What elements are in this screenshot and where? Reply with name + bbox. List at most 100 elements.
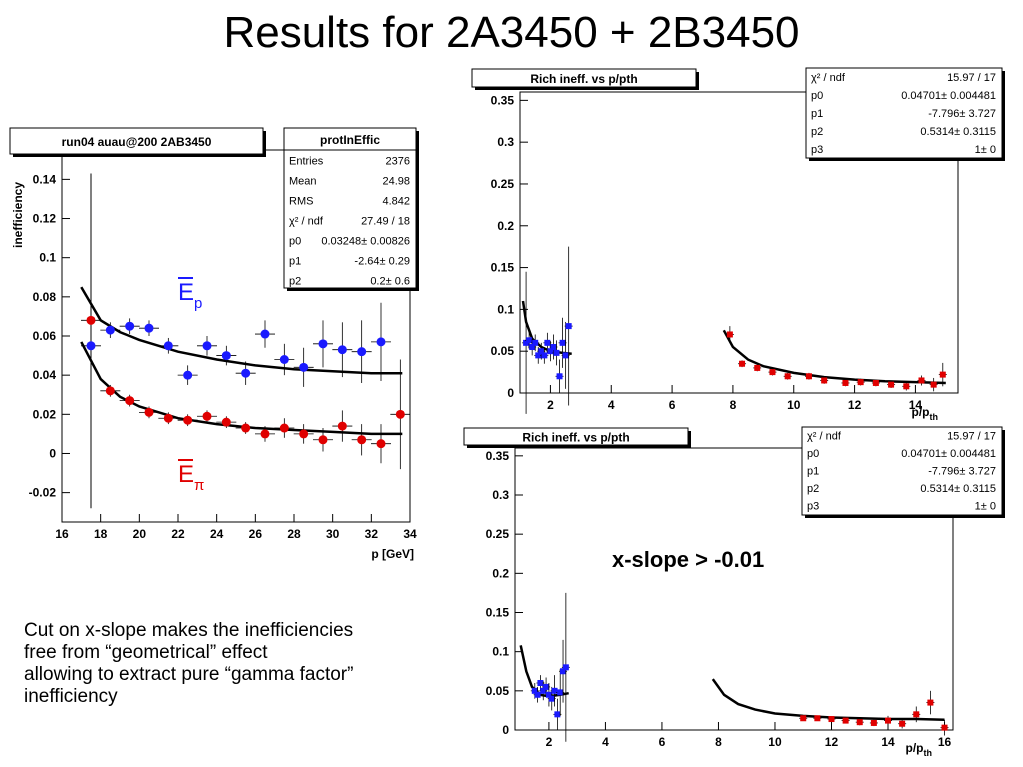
- data-point: [784, 373, 791, 380]
- title-box: [463, 427, 689, 446]
- data-point: [260, 429, 270, 439]
- data-point: [548, 695, 555, 702]
- x-tick-label: 8: [715, 735, 722, 749]
- data-point: [559, 339, 566, 346]
- data-point: [183, 415, 193, 425]
- chart-title: Rich ineff. vs p/pth: [522, 431, 629, 445]
- data-point: [535, 352, 542, 359]
- y-tick-label: 0.06: [33, 329, 57, 343]
- data-point: [870, 719, 877, 726]
- data-point: [395, 409, 405, 419]
- data-point: [550, 344, 557, 351]
- stats-row-label: p2: [289, 275, 301, 287]
- y-tick-label: 0.25: [486, 527, 510, 541]
- data-point: [939, 371, 946, 378]
- y-tick-label: 0.04: [33, 368, 57, 382]
- x-tick-label: 14: [909, 398, 923, 412]
- stats-row-label: p0: [811, 90, 823, 102]
- data-point: [221, 351, 231, 361]
- x-tick-label: 6: [659, 735, 666, 749]
- data-point: [183, 370, 193, 380]
- y-tick-label: 0.08: [33, 290, 57, 304]
- data-point: [903, 383, 910, 390]
- data-point: [144, 323, 154, 333]
- plot-frame: [519, 91, 959, 394]
- x-axis-label-sub: th: [930, 412, 939, 422]
- y-tick-label: 0.12: [33, 212, 57, 226]
- stats-row-label: p1: [807, 466, 819, 478]
- data-point: [828, 716, 835, 723]
- data-point: [545, 691, 552, 698]
- stats-row-label: Entries: [289, 155, 324, 167]
- stats-row-value: 0.2± 0.6: [370, 275, 410, 287]
- data-point: [544, 339, 551, 346]
- x-tick-label: 32: [365, 527, 379, 541]
- x-tick-label: 6: [669, 398, 676, 412]
- y-tick-label: 0.14: [33, 172, 57, 186]
- stats-row-label: p0: [289, 235, 301, 247]
- data-point: [553, 349, 560, 356]
- y-tick-label: 0.25: [491, 177, 515, 191]
- x-tick-label: 24: [210, 527, 224, 541]
- data-point: [279, 354, 289, 364]
- data-point: [538, 348, 545, 355]
- plot-frame: [514, 447, 954, 731]
- x-tick-label: 18: [94, 527, 108, 541]
- data-point: [927, 699, 934, 706]
- data-point: [125, 321, 135, 331]
- data-point: [899, 720, 906, 727]
- x-tick-label: 28: [287, 527, 301, 541]
- data-point: [376, 337, 386, 347]
- stats-row-value: 4.842: [382, 195, 410, 207]
- data-point: [821, 377, 828, 384]
- y-tick-label: 0.05: [491, 344, 515, 358]
- data-point: [337, 421, 347, 431]
- data-point: [105, 386, 115, 396]
- stats-row-value: 0.5314± 0.3115: [920, 483, 996, 495]
- data-point: [318, 435, 328, 445]
- data-point: [279, 423, 289, 433]
- data-point: [163, 413, 173, 423]
- data-point: [86, 341, 96, 351]
- data-point: [888, 381, 895, 388]
- data-point: [299, 362, 309, 372]
- x-tick-label: 14: [881, 735, 895, 749]
- x-tick-label: 20: [133, 527, 147, 541]
- y-tick-label: 0.3: [492, 488, 509, 502]
- stats-box: [801, 426, 1003, 516]
- stats-row-value: 0.03248± 0.00826: [321, 235, 410, 247]
- stats-row-value: -2.64± 0.29: [354, 255, 410, 267]
- y-tick-label: 0: [49, 446, 56, 460]
- data-point: [202, 411, 212, 421]
- stats-box: [805, 67, 1003, 159]
- data-point: [357, 347, 367, 357]
- stats-row-label: p1: [811, 108, 823, 120]
- x-tick-label: 8: [730, 398, 737, 412]
- caption-line: free from “geometrical” effect: [24, 642, 268, 663]
- stats-row-label: p0: [807, 448, 819, 460]
- data-point: [337, 345, 347, 355]
- stats-row-label: χ² / ndf: [289, 215, 324, 227]
- y-tick-label: 0.3: [497, 135, 514, 149]
- y-tick-label: 0.05: [486, 684, 510, 698]
- data-point: [376, 439, 386, 449]
- stats-row-label: p2: [811, 126, 823, 138]
- slide-title: Results for 2A3450 + 2B3450: [223, 8, 800, 57]
- y-tick-label: 0.1: [497, 302, 514, 316]
- y-tick-label: 0: [507, 386, 514, 400]
- data-point: [86, 315, 96, 325]
- chart-title: run04 auau@200 2AB3450: [62, 135, 212, 149]
- y-tick-label: 0.35: [486, 449, 510, 463]
- data-point: [941, 724, 948, 731]
- y-tick-label: 0.2: [497, 219, 514, 233]
- data-point: [560, 668, 567, 675]
- y-tick-label: 0.35: [491, 93, 515, 107]
- stats-box-header: protInEffic: [320, 133, 380, 147]
- stats-row-label: χ² / ndf: [811, 72, 846, 84]
- x-tick-label: 4: [602, 735, 609, 749]
- x-tick-label: 12: [825, 735, 839, 749]
- x-tick-label: 10: [768, 735, 782, 749]
- data-point: [537, 680, 544, 686]
